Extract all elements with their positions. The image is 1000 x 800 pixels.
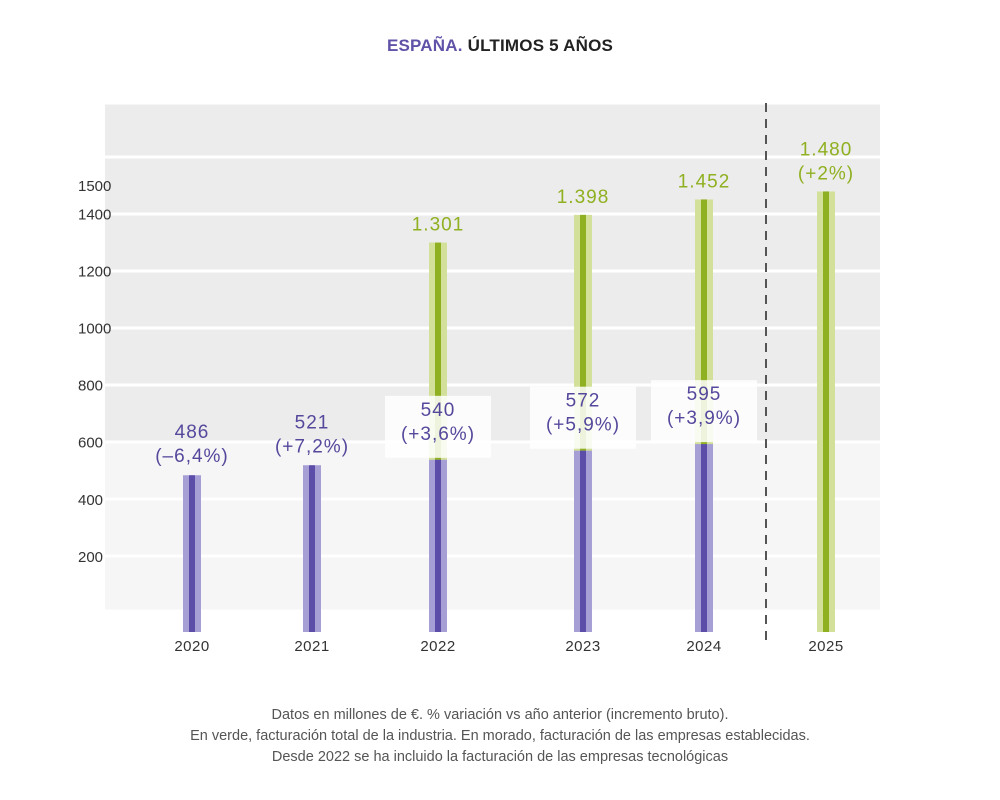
x-tick-label: 2022 <box>420 638 455 655</box>
y-tick-label: 1500 <box>78 178 111 195</box>
x-tick-label: 2021 <box>294 638 329 655</box>
y-tick-label: 1000 <box>78 321 111 338</box>
y-tick-label: 600 <box>78 435 103 452</box>
green-data-label: 1.301 <box>412 215 465 236</box>
x-tick-label: 2024 <box>686 638 721 655</box>
x-tick-label: 2025 <box>808 638 843 655</box>
chart-notes: Datos en millones de €. % variación vs a… <box>0 705 1000 768</box>
purple-bar-core <box>189 475 195 632</box>
note-line: En verde, facturación total de la indust… <box>0 726 1000 747</box>
y-tick-label: 1200 <box>78 263 111 280</box>
green-data-label: 1.480 <box>800 139 853 160</box>
purple-bar-core <box>701 444 707 632</box>
purple-data-label: (+3,6%) <box>401 424 475 445</box>
y-tick-label: 400 <box>78 492 103 509</box>
green-data-label: 1.452 <box>678 171 731 192</box>
purple-data-label: (+7,2%) <box>275 436 349 457</box>
purple-data-label: (+5,9%) <box>546 415 620 436</box>
purple-data-label: 572 <box>566 391 601 412</box>
grid-band <box>105 273 880 327</box>
purple-data-label: 521 <box>295 412 330 433</box>
purple-data-label: (–6,4%) <box>155 446 229 467</box>
bar-chart: 200 400 600 800 1000 1200 1400 1500 2020 2021 2022… <box>0 0 1000 700</box>
purple-data-label: 540 <box>421 400 456 421</box>
note-line: Datos en millones de €. % variación vs a… <box>0 705 1000 726</box>
green-data-label: 1.398 <box>557 187 610 208</box>
x-tick-label: 2020 <box>174 638 209 655</box>
grid-band <box>105 159 880 213</box>
grid-band <box>105 105 880 156</box>
grid-band <box>105 558 880 610</box>
purple-data-label: 486 <box>175 422 210 443</box>
grid-band <box>105 387 880 441</box>
green-data-label: (+2%) <box>798 163 854 184</box>
grid-band <box>105 501 880 555</box>
purple-data-label: 595 <box>687 384 722 405</box>
y-tick-label: 200 <box>78 549 103 566</box>
note-line: Desde 2022 se ha incluido la facturación… <box>0 747 1000 768</box>
y-tick-label: 800 <box>78 378 103 395</box>
purple-bar-core <box>309 465 315 632</box>
purple-bar-core <box>435 460 441 632</box>
purple-data-label: (+3,9%) <box>667 408 741 429</box>
grid-band <box>105 216 880 270</box>
x-tick-label: 2023 <box>565 638 600 655</box>
green-bar-core <box>823 191 829 632</box>
purple-bar-core <box>580 451 586 632</box>
grid-band <box>105 330 880 384</box>
y-tick-label: 1400 <box>78 206 111 223</box>
